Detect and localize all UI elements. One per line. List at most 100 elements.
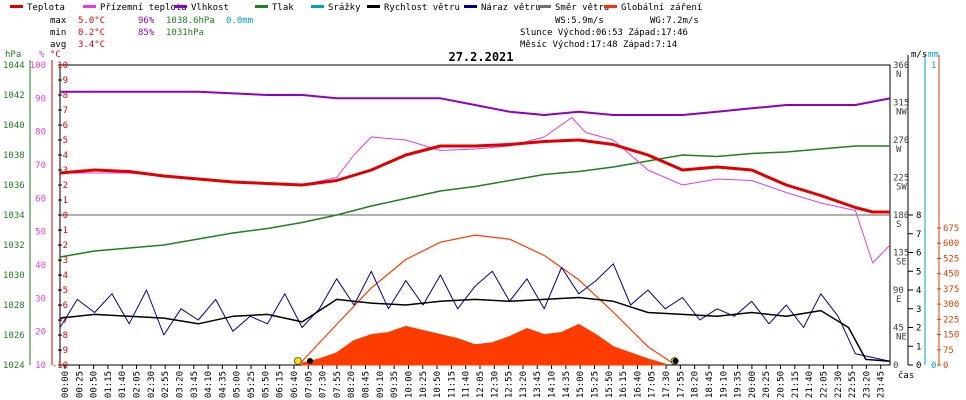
x-tick-label: 04:10 (204, 371, 214, 398)
moonrise-marker (672, 358, 679, 364)
wind-speed-tick-label: 7 (916, 230, 921, 240)
stat-max-press: 1038.6hPa (166, 16, 215, 26)
temperature-tick-label: -2 (57, 241, 68, 251)
wind-speed-tick-label: 4 (916, 286, 921, 296)
x-tick-label: 10:25 (419, 371, 429, 398)
pressure-tick-label: 1036 (3, 181, 25, 191)
x-tick-label: 03:45 (190, 371, 200, 398)
temperature-unit: °C (50, 50, 61, 60)
wind-dir-name: S (896, 220, 901, 230)
x-tick-label: 21:40 (805, 371, 815, 398)
humidity-tick-label: 70 (35, 161, 46, 171)
x-tick-label: 14:10 (548, 371, 558, 398)
x-tick-label: 23:45 (877, 371, 887, 398)
x-tick-label: 08:20 (347, 371, 357, 398)
wind-dir-name: NW (896, 108, 907, 118)
x-tick-label: 20:00 (748, 371, 758, 398)
wind-gust-line (59, 263, 891, 362)
wind-dir-name: NE (896, 333, 907, 343)
wind-speed-tick-label: 3 (916, 305, 921, 315)
stat-avg-temp: 3.4°C (78, 40, 105, 50)
humidity-unit: % (39, 50, 45, 60)
x-tick-label: 10:50 (433, 371, 443, 398)
temperature-tick-label: 4 (63, 151, 68, 161)
wind-speed-unit: m/s (911, 50, 927, 60)
x-tick-label: 23:20 (862, 371, 872, 398)
temperature-tick-label: 7 (63, 106, 68, 116)
humidity-tick-label: 50 (35, 228, 46, 238)
pressure-tick-label: 1032 (3, 241, 25, 251)
x-tick-label: 07:05 (304, 371, 314, 398)
x-tick-label: 15:00 (576, 371, 586, 398)
radiation-tick-label: 0 (943, 361, 948, 371)
radiation-tick-label: 450 (943, 270, 959, 280)
wind-speed-tick-label: 2 (916, 324, 921, 334)
stats-block: max 5.0°C 96% 1038.6hPa 0.0mm min 0.2°C … (50, 16, 699, 50)
x-tick-label: 01:40 (118, 371, 128, 398)
x-tick-label: 05:25 (247, 371, 257, 398)
temperature-tick-label: -8 (57, 331, 68, 341)
stat-max-rain: 0.0mm (226, 16, 253, 26)
radiation-tick-label: 75 (943, 346, 954, 356)
pressure-tick-label: 1024 (3, 361, 25, 371)
wind-dir-tick-label: 45 (893, 324, 904, 334)
temperature-tick-label: 1 (63, 196, 68, 206)
wind-speed-tick-label: 8 (916, 211, 921, 221)
x-tick-label: 22:55 (848, 371, 858, 398)
pressure-tick-label: 1038 (3, 151, 25, 161)
humidity-tick-label: 80 (35, 128, 46, 138)
x-tick-label: 21:15 (791, 371, 801, 398)
x-tick-label: 00:50 (90, 371, 100, 398)
legend-swatch (10, 5, 23, 8)
legend-label: Náraz větru (481, 3, 541, 13)
x-tick-label: 20:50 (777, 371, 787, 398)
x-tick-label: 02:30 (147, 371, 157, 398)
x-tick-label: 01:15 (104, 371, 114, 398)
temperature-tick-label: 2 (63, 181, 68, 191)
radiation-tick-label: 675 (943, 224, 959, 234)
temperature-tick-label: -5 (57, 286, 68, 296)
pressure-tick-label: 1040 (3, 121, 25, 131)
x-tick-label: 10:00 (404, 371, 414, 398)
x-tick-label: 18:45 (705, 371, 715, 398)
x-tick-label: 18:20 (691, 371, 701, 398)
x-tick-label: 22:30 (834, 371, 844, 398)
pressure-unit: hPa (5, 50, 21, 60)
x-tick-label: 16:40 (633, 371, 643, 398)
axes: hPa% °C1024102610281030103210341036103810… (3, 50, 959, 398)
legend-swatch (174, 5, 187, 8)
x-tick-label: 14:35 (562, 371, 572, 398)
legend-swatch (464, 5, 477, 8)
stat-max-temp: 5.0°C (78, 16, 105, 26)
pressure-tick-label: 1030 (3, 271, 25, 281)
wind-dir-tick-label: 225 (893, 174, 909, 184)
wind-dir-name: SE (896, 258, 907, 268)
humidity-tick-label: 20 (35, 328, 46, 338)
temperature-tick-label: -10 (52, 361, 68, 371)
x-tick-label: 00:25 (75, 371, 85, 398)
x-tick-label: 07:55 (333, 371, 343, 398)
legend-swatch (604, 5, 617, 8)
x-tick-label: 08:45 (362, 371, 372, 398)
stat-avg-label: avg (50, 40, 66, 50)
legend-swatch (367, 5, 380, 8)
wind-dir-name: W (896, 145, 902, 155)
x-tick-label: 12:30 (490, 371, 500, 398)
legend-label: Globální záření (621, 3, 702, 13)
stat-ws: WS:5.9m/s (555, 16, 604, 26)
rain-tick-label: 1 (931, 61, 936, 71)
x-tick-label: 11:40 (462, 371, 472, 398)
radiation-tick-label: 600 (943, 239, 959, 249)
sunrise-marker (294, 357, 302, 365)
temperature-tick-label: -7 (57, 316, 68, 326)
x-tick-label: 02:05 (133, 371, 143, 398)
humidity-tick-label: 60 (35, 194, 46, 204)
temperature-tick-label: -4 (57, 271, 68, 281)
legend-label: Srážky (328, 3, 361, 13)
wind-dir-tick-label: 315 (893, 99, 909, 109)
humidity-tick-label: 10 (35, 361, 46, 371)
wind-dir-name: E (896, 295, 901, 305)
x-tick-label: 17:05 (648, 371, 658, 398)
x-tick-label: 12:55 (505, 371, 515, 398)
wind-dir-tick-label: 90 (893, 286, 904, 296)
